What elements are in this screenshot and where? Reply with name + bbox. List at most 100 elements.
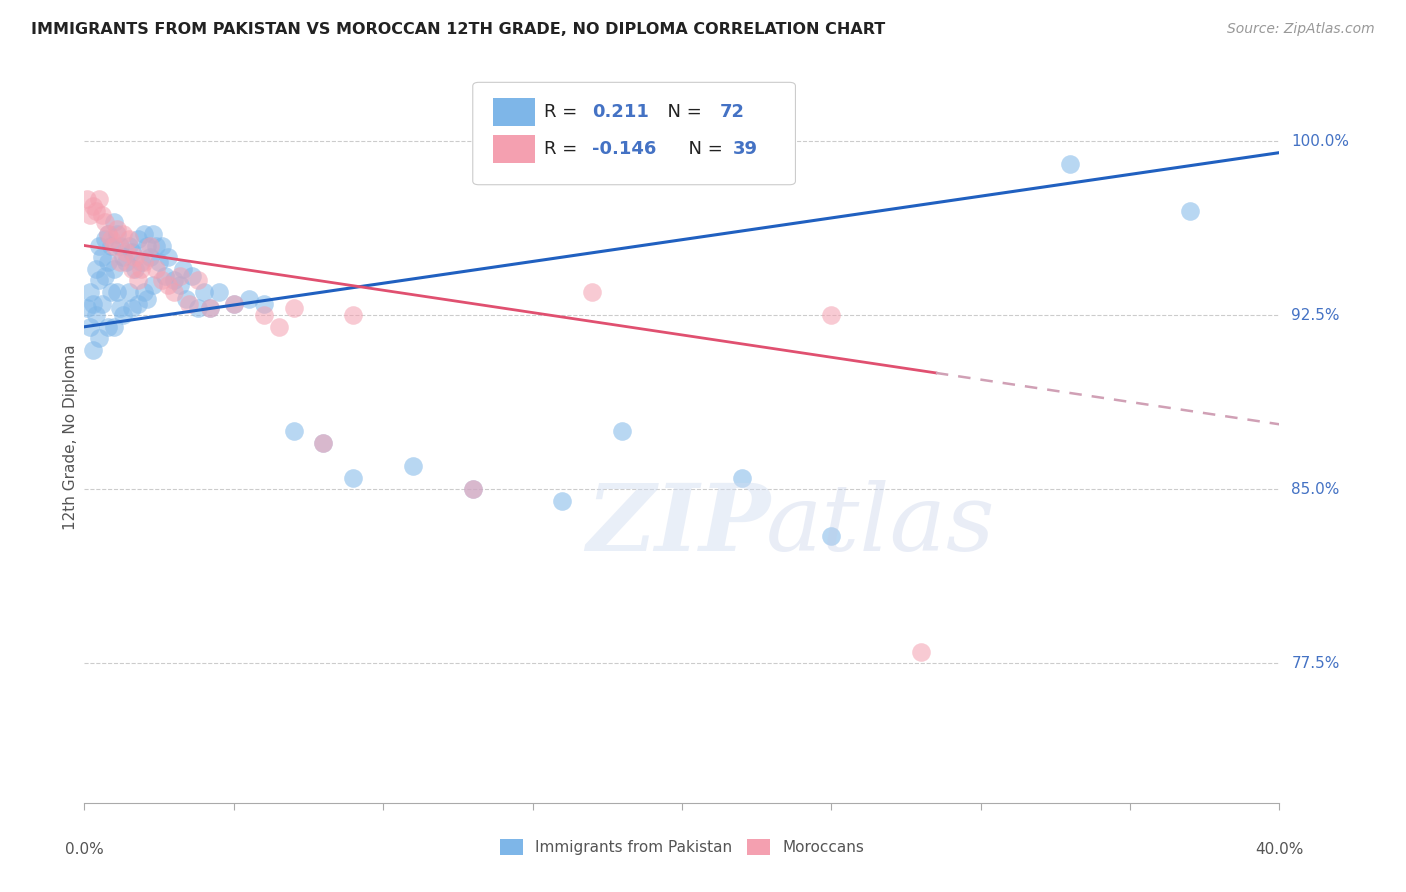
Point bbox=[82, 343, 104, 357]
Point bbox=[731, 471, 754, 485]
Point bbox=[112, 250, 135, 264]
Point bbox=[139, 238, 162, 252]
Point bbox=[79, 319, 101, 334]
Point bbox=[193, 285, 215, 299]
Bar bbox=[494, 98, 534, 127]
Point bbox=[103, 319, 125, 334]
Point bbox=[86, 261, 108, 276]
Text: R =: R = bbox=[544, 140, 583, 158]
Point bbox=[312, 436, 335, 450]
Text: ZIP: ZIP bbox=[586, 480, 770, 570]
Point bbox=[157, 250, 180, 264]
Point bbox=[551, 494, 574, 508]
Point bbox=[129, 261, 152, 276]
Point bbox=[115, 254, 138, 268]
Point bbox=[267, 319, 290, 334]
Point bbox=[127, 231, 149, 245]
Point bbox=[79, 285, 101, 299]
Point bbox=[89, 238, 111, 252]
Text: IMMIGRANTS FROM PAKISTAN VS MOROCCAN 12TH GRADE, NO DIPLOMA CORRELATION CHART: IMMIGRANTS FROM PAKISTAN VS MOROCCAN 12T… bbox=[31, 22, 886, 37]
Point bbox=[1059, 157, 1081, 171]
Text: 0.0%: 0.0% bbox=[65, 842, 104, 856]
Point bbox=[86, 308, 108, 322]
Point bbox=[82, 199, 104, 213]
Point bbox=[129, 254, 152, 268]
Point bbox=[181, 268, 204, 283]
Legend: Immigrants from Pakistan, Moroccans: Immigrants from Pakistan, Moroccans bbox=[494, 833, 870, 861]
Point bbox=[110, 301, 132, 316]
Text: -0.146: -0.146 bbox=[592, 140, 657, 158]
Point bbox=[94, 268, 117, 283]
Point bbox=[402, 459, 425, 474]
Point bbox=[91, 250, 114, 264]
FancyBboxPatch shape bbox=[472, 82, 796, 185]
Point bbox=[103, 238, 125, 252]
Point bbox=[127, 296, 149, 310]
Point bbox=[136, 238, 159, 252]
Point bbox=[124, 250, 146, 264]
Point bbox=[105, 222, 128, 236]
Point bbox=[283, 301, 305, 316]
Point bbox=[820, 308, 842, 322]
Point bbox=[150, 273, 173, 287]
Point bbox=[110, 254, 132, 268]
Text: 100.0%: 100.0% bbox=[1292, 134, 1350, 149]
Point bbox=[139, 250, 162, 264]
Point bbox=[1178, 203, 1201, 218]
Bar bbox=[494, 135, 534, 163]
Point bbox=[86, 203, 108, 218]
Point bbox=[145, 261, 167, 276]
Point bbox=[253, 296, 276, 310]
Point bbox=[238, 292, 260, 306]
Point bbox=[198, 301, 221, 316]
Point bbox=[145, 238, 167, 252]
Point bbox=[124, 261, 146, 276]
Point bbox=[79, 208, 101, 222]
Point bbox=[150, 238, 173, 252]
Point bbox=[100, 231, 122, 245]
Point bbox=[153, 268, 176, 283]
Point bbox=[910, 645, 932, 659]
Point bbox=[283, 424, 305, 438]
Text: N =: N = bbox=[678, 140, 728, 158]
Point bbox=[142, 227, 165, 241]
Text: N =: N = bbox=[655, 103, 707, 121]
Point bbox=[342, 471, 364, 485]
Point bbox=[89, 331, 111, 345]
Text: 40.0%: 40.0% bbox=[1256, 842, 1303, 856]
Point bbox=[121, 301, 143, 316]
Point bbox=[91, 296, 114, 310]
Point bbox=[253, 308, 276, 322]
Text: 77.5%: 77.5% bbox=[1292, 656, 1340, 671]
Point bbox=[142, 277, 165, 292]
Point bbox=[581, 285, 603, 299]
Text: 0.211: 0.211 bbox=[592, 103, 650, 121]
Point bbox=[94, 231, 117, 245]
Text: 39: 39 bbox=[734, 140, 758, 158]
Point bbox=[132, 254, 156, 268]
Y-axis label: 12th Grade, No Diploma: 12th Grade, No Diploma bbox=[63, 344, 77, 530]
Point bbox=[105, 227, 128, 241]
Point bbox=[97, 254, 120, 268]
Text: atlas: atlas bbox=[766, 480, 995, 570]
Point bbox=[127, 273, 149, 287]
Point bbox=[174, 292, 197, 306]
Point bbox=[342, 308, 364, 322]
Text: 85.0%: 85.0% bbox=[1292, 482, 1340, 497]
Point bbox=[100, 285, 122, 299]
Point bbox=[121, 261, 143, 276]
Point bbox=[461, 483, 484, 497]
Point bbox=[82, 296, 104, 310]
Point bbox=[136, 292, 159, 306]
Point bbox=[94, 215, 117, 229]
Point bbox=[91, 208, 114, 222]
Point bbox=[169, 268, 191, 283]
Point bbox=[222, 296, 245, 310]
Point bbox=[820, 529, 842, 543]
Point bbox=[169, 277, 191, 292]
Point bbox=[132, 227, 156, 241]
Point bbox=[97, 227, 120, 241]
Point bbox=[103, 215, 125, 229]
Point bbox=[172, 261, 194, 276]
Point bbox=[222, 296, 245, 310]
